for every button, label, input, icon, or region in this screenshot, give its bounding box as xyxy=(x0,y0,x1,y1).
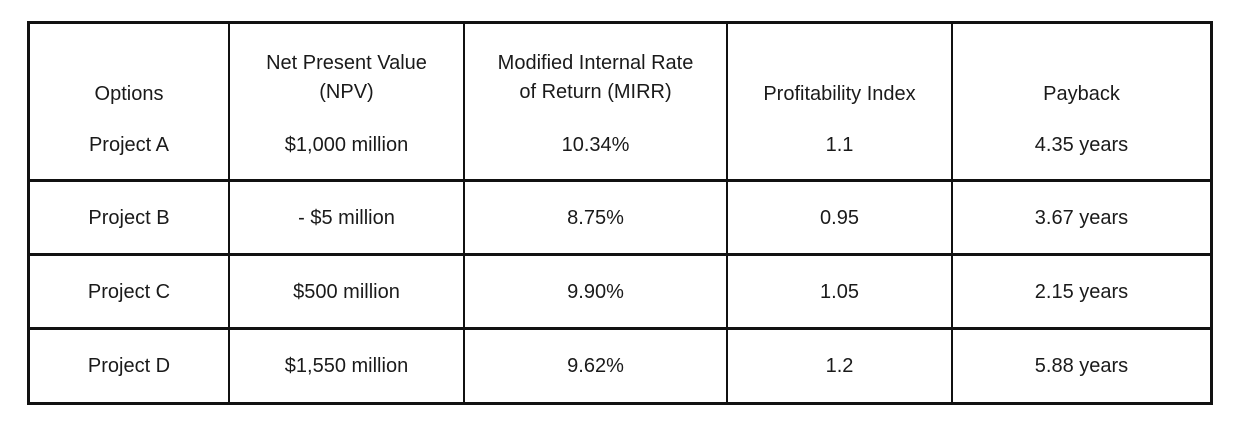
table-cell: 4.35 years xyxy=(1034,134,1129,156)
table-row: Project B - $5 million 8.75% 0.95 3.67 y… xyxy=(30,180,1210,256)
column-header-mirr: Modified Internal Rate of Return (MIRR) xyxy=(497,52,694,103)
table-cell: Project B xyxy=(30,180,230,256)
column-header-payback: Payback xyxy=(1043,83,1120,105)
table-cell: 9.90% xyxy=(463,254,728,330)
cell-payback: Payback 4.35 years xyxy=(951,24,1210,182)
table-cell: 2.15 years xyxy=(951,254,1210,330)
table-cell: 8.75% xyxy=(463,180,728,256)
table-cell: $1,550 million xyxy=(228,328,465,403)
column-header-profitability-index: Profitability Index xyxy=(763,83,916,105)
table-row-header-and-project-a: Options Project A Net Present Value (NPV… xyxy=(30,24,1210,182)
cell-mirr: Modified Internal Rate of Return (MIRR) … xyxy=(463,24,728,182)
table-cell: - $5 million xyxy=(228,180,465,256)
table: Options Project A Net Present Value (NPV… xyxy=(30,24,1210,403)
table-cell: 5.88 years xyxy=(951,328,1210,403)
table-row: Project C $500 million 9.90% 1.05 2.15 y… xyxy=(30,254,1210,330)
table-cell: 10.34% xyxy=(561,134,630,156)
options-comparison-table: Options Project A Net Present Value (NPV… xyxy=(27,21,1213,405)
table-cell: 0.95 xyxy=(726,180,953,256)
table-cell: 3.67 years xyxy=(951,180,1210,256)
cell-npv: Net Present Value (NPV) $1,000 million xyxy=(228,24,465,182)
table-row: Project D $1,550 million 9.62% 1.2 5.88 … xyxy=(30,328,1210,403)
cell-options: Options Project A xyxy=(30,24,230,182)
table-cell: 1.05 xyxy=(726,254,953,330)
table-cell: $500 million xyxy=(228,254,465,330)
cell-profitability-index: Profitability Index 1.1 xyxy=(726,24,953,182)
table-cell: 1.2 xyxy=(726,328,953,403)
table-cell: Project D xyxy=(30,328,230,403)
table-cell: 9.62% xyxy=(463,328,728,403)
column-header-npv: Net Present Value (NPV) xyxy=(266,52,427,103)
table-cell: Project A xyxy=(88,134,170,156)
column-header-options: Options xyxy=(94,83,164,105)
table-cell: $1,000 million xyxy=(284,134,409,156)
table-cell: 1.1 xyxy=(825,134,854,156)
table-cell: Project C xyxy=(30,254,230,330)
